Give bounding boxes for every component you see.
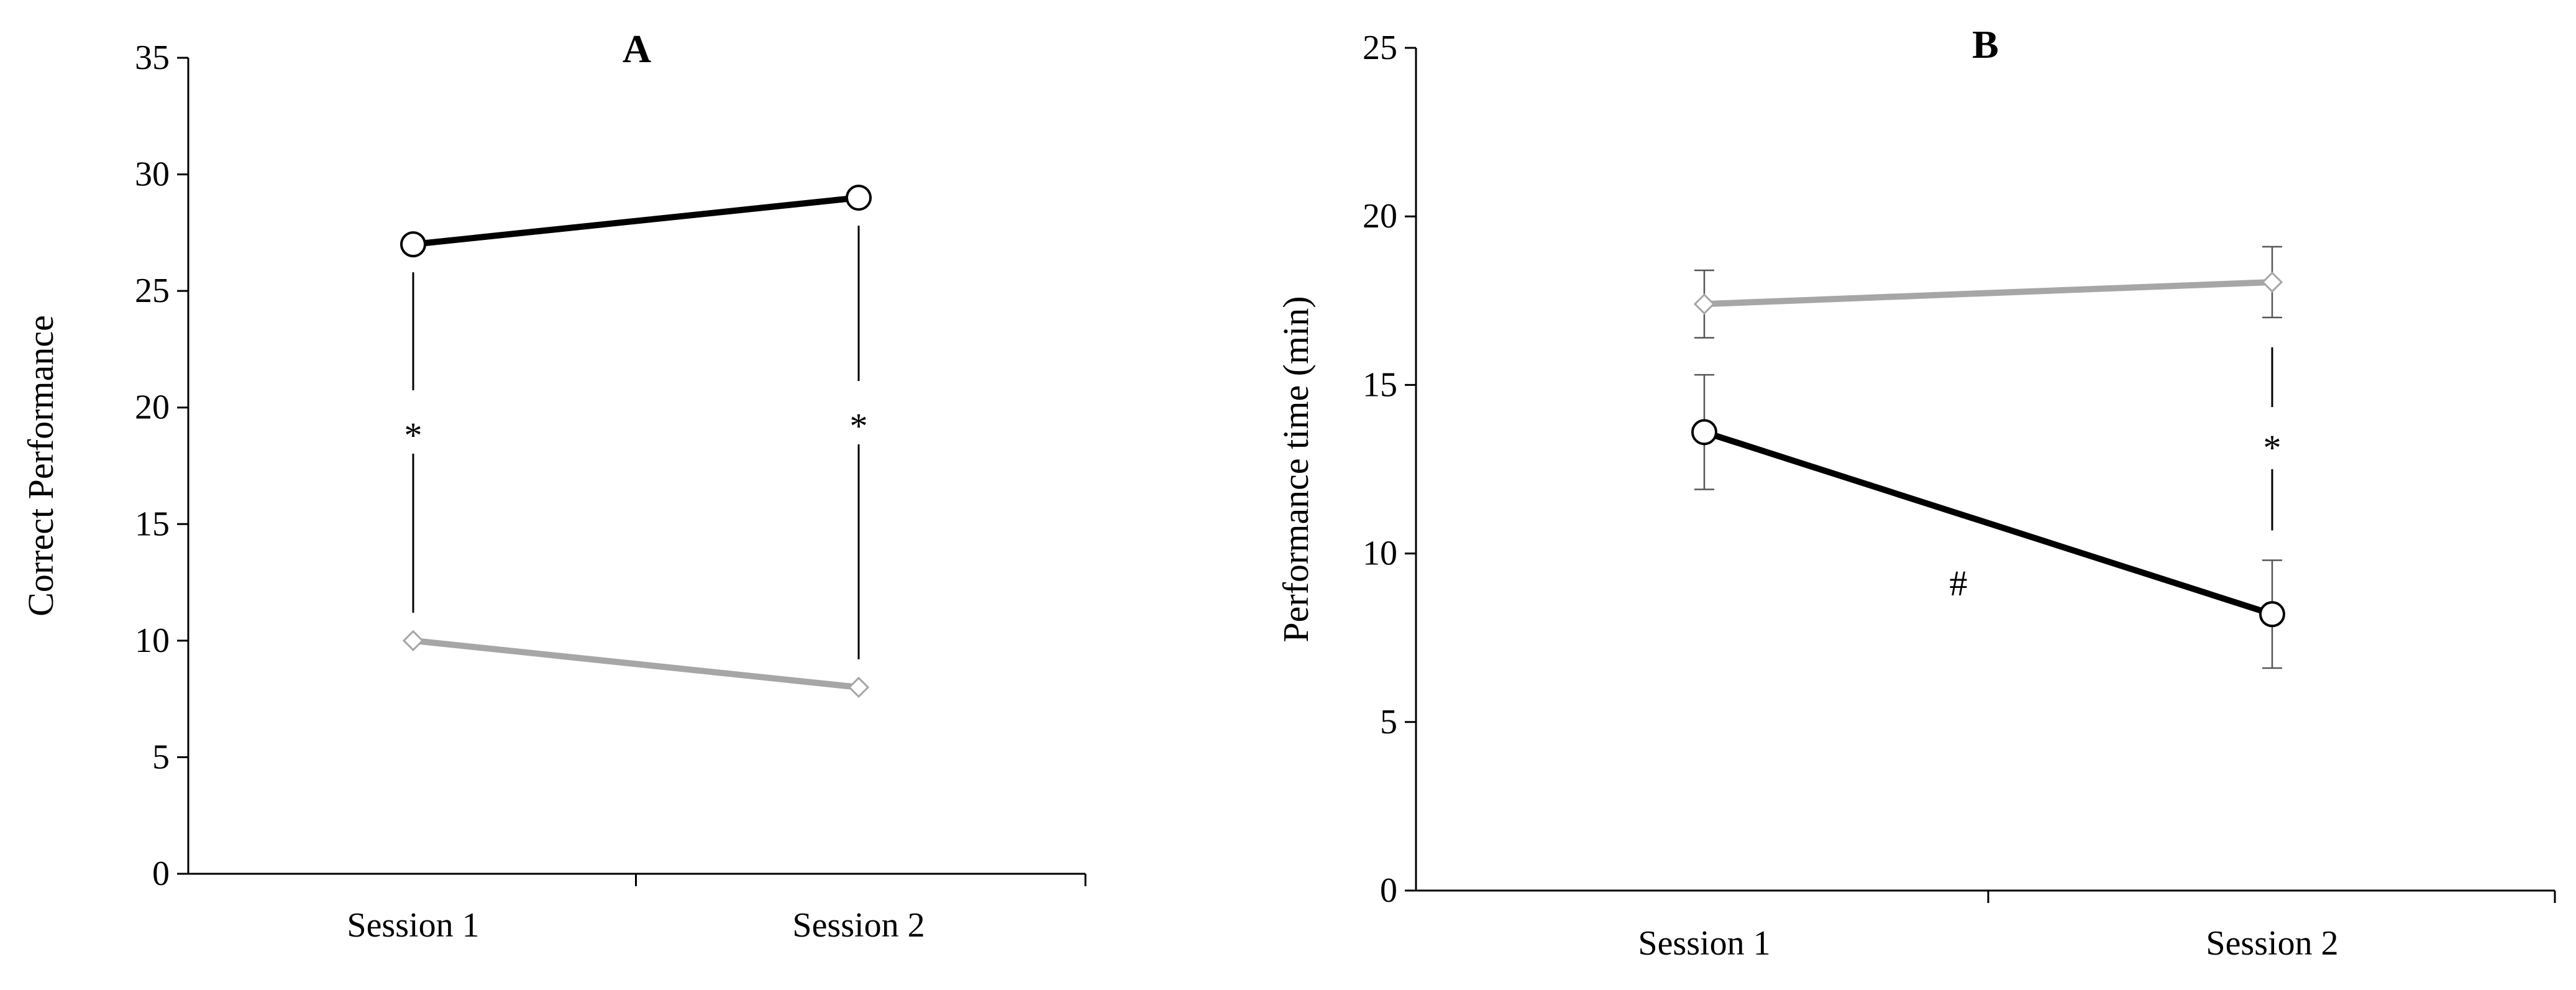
x-tick-label: Session 2 (2206, 924, 2338, 963)
significance-marker: * (2263, 428, 2281, 468)
data-point (1693, 293, 1715, 315)
series-line (1701, 278, 2275, 308)
y-tick-label: 0 (1380, 871, 1397, 910)
y-tick-label: 15 (1363, 365, 1397, 404)
y-tick-label: 0 (152, 855, 170, 893)
series-line (410, 637, 862, 690)
panel-b: 0 5 10 15 20 25 Session 1 Session 2 B Performance… (1276, 22, 2556, 963)
y-tick-label: 10 (1363, 534, 1397, 573)
y-axis-title: Correct Performance (21, 315, 61, 616)
y-axis-title: Performance time (min) (1276, 296, 1316, 642)
chart-title: B (1972, 22, 1999, 66)
significance-marker: * (850, 406, 868, 446)
panel-a: 0 5 10 15 20 25 30 35 Session 1 Session 2 A Correct… (21, 27, 1087, 945)
y-tick-label: 25 (1363, 29, 1397, 67)
y-tick-label: 5 (1380, 703, 1397, 741)
y-tick-label: 35 (135, 39, 170, 77)
series-line (1701, 429, 2275, 618)
significance-marker: * (404, 415, 422, 456)
significance-marker: # (1950, 563, 1968, 603)
y-tick-label: 30 (135, 155, 170, 194)
data-point (400, 231, 426, 258)
data-point (2261, 271, 2283, 293)
data-point (846, 185, 872, 211)
y-tick-label: 20 (1363, 197, 1397, 236)
data-point (2259, 601, 2285, 628)
x-tick-label: Session 1 (347, 906, 479, 945)
x-tick-label: Session 2 (792, 906, 925, 945)
y-tick-label: 15 (135, 505, 170, 543)
data-point (1691, 419, 1717, 446)
x-tick-label: Session 1 (1638, 924, 1770, 963)
y-tick-label: 10 (135, 621, 170, 660)
y-tick-label: 5 (152, 738, 170, 776)
y-tick-label: 25 (135, 272, 170, 310)
series-line (410, 195, 862, 248)
y-tick-label: 20 (135, 388, 170, 427)
chart-title: A (623, 27, 651, 71)
data-point (847, 676, 870, 699)
data-point (402, 630, 424, 651)
